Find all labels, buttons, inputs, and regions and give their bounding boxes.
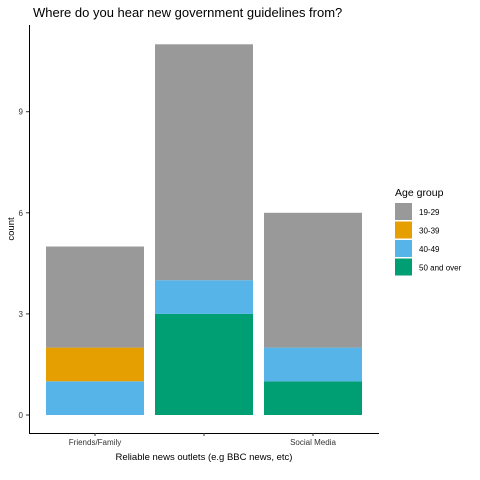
legend-swatch [395, 203, 412, 220]
bar-segment [155, 44, 253, 281]
y-ticks: 0 3 6 9 [19, 108, 29, 420]
legend-label: 40-49 [419, 245, 440, 254]
legend: Age group 19-29 30-39 40-49 50 and over [395, 187, 462, 276]
legend-swatch [395, 240, 412, 257]
legend-swatch [395, 258, 412, 276]
legend-title: Age group [395, 187, 444, 199]
y-tick-label: 6 [19, 209, 24, 218]
bar-segment [264, 347, 362, 382]
y-tick-label: 3 [19, 310, 24, 319]
bar-segment [264, 381, 362, 415]
x-tick-label: Social Media [290, 438, 336, 447]
y-tick-label: 0 [19, 411, 24, 420]
legend-label: 30-39 [419, 227, 440, 236]
x-tick-label: Friends/Family [69, 438, 121, 447]
y-axis-title: count [6, 217, 17, 241]
bar-segment [155, 313, 253, 415]
bar-segment [46, 381, 144, 415]
bar-segment [46, 246, 144, 348]
bar-segment [155, 280, 253, 314]
legend-label: 50 and over [419, 264, 462, 273]
bar-segment [264, 212, 362, 348]
bar-segment [46, 347, 144, 382]
x-ticks: Friends/Family Social Media [69, 433, 336, 447]
legend-label: 19-29 [419, 208, 440, 217]
legend-swatch [395, 221, 412, 239]
bars [46, 44, 362, 415]
chart-title: Where do you hear new government guideli… [33, 5, 342, 20]
y-tick-label: 9 [19, 108, 24, 117]
x-axis-title: Reliable news outlets (e.g BBC news, etc… [116, 452, 293, 463]
